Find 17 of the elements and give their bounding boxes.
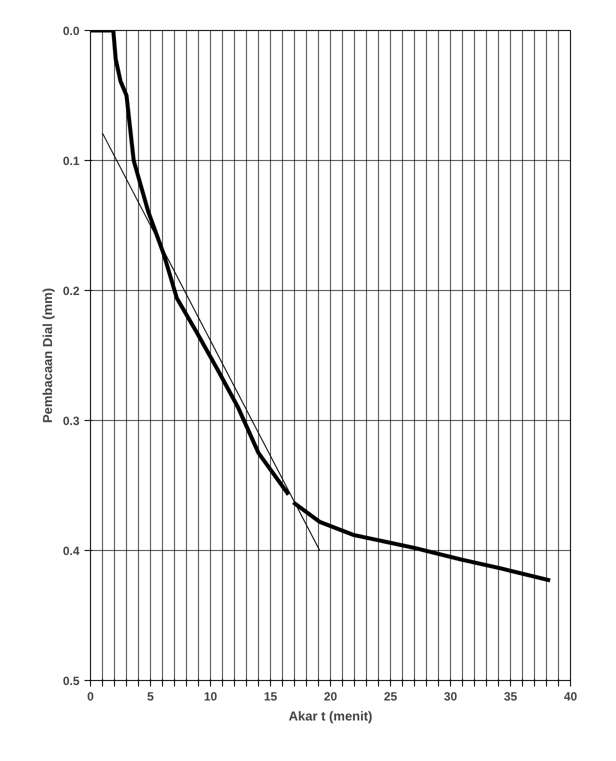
x-axis-title: Akar t (menit) bbox=[288, 708, 372, 724]
y-axis-title: Pembacaan Dial (mm) bbox=[40, 288, 55, 424]
x-tick-label: 20 bbox=[324, 690, 338, 704]
y-tick-label: 0.4 bbox=[62, 544, 80, 558]
x-tick-label: 30 bbox=[444, 690, 458, 704]
x-tick-label: 5 bbox=[147, 690, 154, 704]
y-tick-label: 0.1 bbox=[62, 154, 80, 168]
y-tick-label: 0.2 bbox=[62, 284, 80, 298]
x-tick-label: 35 bbox=[504, 690, 518, 704]
y-tick-label: 0.0 bbox=[62, 24, 80, 38]
x-tick-label: 40 bbox=[564, 690, 578, 704]
y-tick-label: 0.3 bbox=[62, 414, 80, 428]
y-tick-label: 0.5 bbox=[62, 674, 80, 688]
x-tick-label: 0 bbox=[87, 690, 94, 704]
x-tick-label: 15 bbox=[264, 690, 278, 704]
x-tick-label: 10 bbox=[204, 690, 218, 704]
x-tick-label: 25 bbox=[384, 690, 398, 704]
